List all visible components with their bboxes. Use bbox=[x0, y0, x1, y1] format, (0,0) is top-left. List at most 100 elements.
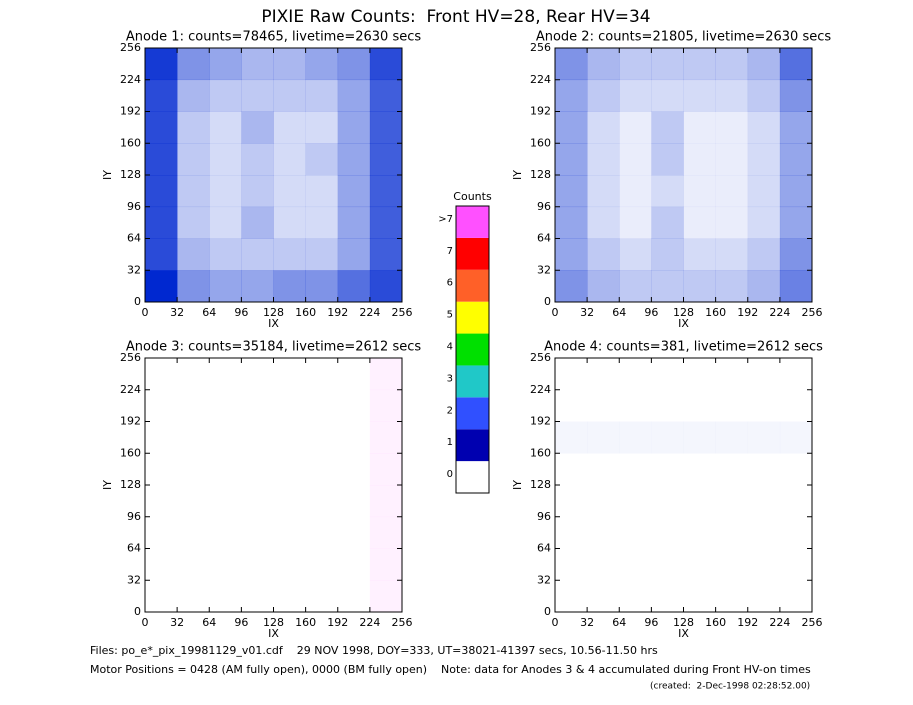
heat-cell bbox=[305, 143, 339, 176]
heat-cell bbox=[241, 549, 273, 581]
heat-cell bbox=[651, 485, 683, 517]
heat-cell bbox=[241, 422, 273, 454]
heat-cell bbox=[587, 79, 620, 112]
heat-cell bbox=[273, 48, 306, 81]
heat-cell bbox=[715, 206, 749, 239]
x-tick-label: 256 bbox=[802, 616, 823, 629]
heat-cell bbox=[369, 485, 403, 518]
colorbar-label: 2 bbox=[447, 405, 453, 416]
heat-cell bbox=[555, 358, 587, 390]
heat-cell bbox=[555, 485, 587, 517]
colorbar-label: 6 bbox=[447, 278, 453, 289]
heat-cell bbox=[748, 390, 780, 422]
x-axis-label: IX bbox=[268, 627, 279, 640]
y-tick-label: 256 bbox=[120, 41, 141, 54]
x-axis-label: IX bbox=[268, 317, 279, 330]
heat-cell bbox=[337, 79, 371, 112]
y-tick-label: 192 bbox=[530, 105, 551, 118]
heat-cell bbox=[369, 270, 403, 303]
heat-cell bbox=[779, 421, 813, 454]
heat-cell bbox=[209, 453, 241, 485]
x-tick-label: 0 bbox=[552, 306, 559, 319]
x-tick-label: 0 bbox=[142, 306, 149, 319]
x-tick-label: 128 bbox=[263, 616, 284, 629]
heat-cell bbox=[274, 517, 306, 549]
heat-cell bbox=[683, 175, 716, 208]
heat-cell bbox=[587, 111, 620, 144]
heat-cell bbox=[555, 143, 588, 176]
y-tick-label: 96 bbox=[537, 200, 551, 213]
y-tick-label: 96 bbox=[537, 510, 551, 523]
footer-line: (created: 2-Dec-1998 02:28:52.00) bbox=[650, 682, 810, 692]
heat-cell bbox=[587, 143, 620, 176]
heat-cell bbox=[145, 358, 177, 390]
heat-cell bbox=[587, 549, 619, 581]
heat-cell bbox=[651, 206, 684, 239]
heat-cell bbox=[369, 548, 403, 581]
colorbar-title: Counts bbox=[453, 190, 492, 203]
heat-cell bbox=[780, 390, 812, 422]
x-tick-label: 192 bbox=[327, 306, 348, 319]
x-tick-label: 128 bbox=[263, 306, 284, 319]
x-axis-label: IX bbox=[678, 627, 689, 640]
heat-cell bbox=[306, 390, 338, 422]
heat-cell bbox=[587, 206, 620, 239]
heat-cell bbox=[369, 79, 403, 112]
heat-cell bbox=[651, 549, 683, 581]
heat-cell bbox=[209, 517, 241, 549]
heat-cell bbox=[779, 238, 813, 271]
heat-cell bbox=[619, 485, 651, 517]
heat-cell bbox=[306, 549, 338, 581]
heat-cell bbox=[274, 580, 306, 612]
heat-cell bbox=[748, 549, 780, 581]
heat-cell bbox=[651, 79, 684, 112]
heat-cell bbox=[715, 143, 749, 176]
heat-cell bbox=[209, 580, 241, 612]
heat-cell bbox=[209, 48, 242, 81]
footer-line: Files: po_e*_pix_19981129_v01.cdf 29 NOV… bbox=[90, 644, 658, 657]
heat-cell bbox=[748, 580, 780, 612]
heat-cell bbox=[241, 485, 273, 517]
heat-cell bbox=[555, 206, 588, 239]
heat-cell bbox=[555, 79, 588, 112]
heat-cell bbox=[684, 580, 716, 612]
heat-cell bbox=[145, 390, 177, 422]
heat-cell bbox=[369, 48, 403, 81]
heat-cell bbox=[306, 358, 338, 390]
heat-cell bbox=[747, 79, 781, 112]
colorbar-box bbox=[456, 206, 489, 238]
heat-cell bbox=[619, 175, 652, 208]
heat-cell bbox=[306, 580, 338, 612]
heat-cell bbox=[587, 238, 620, 271]
heat-cell bbox=[747, 206, 781, 239]
panel-title: Anode 4: counts=381, livetime=2612 secs bbox=[544, 340, 823, 355]
heat-cell bbox=[274, 549, 306, 581]
heat-cell bbox=[369, 238, 403, 271]
heat-cell bbox=[338, 453, 370, 485]
heat-cell bbox=[305, 175, 339, 208]
heat-cell bbox=[715, 111, 749, 144]
y-axis-label: IY bbox=[101, 170, 114, 180]
heat-cell bbox=[619, 79, 652, 112]
heat-cell bbox=[337, 143, 371, 176]
heat-cell bbox=[274, 485, 306, 517]
heat-cell bbox=[177, 48, 210, 81]
heat-cell bbox=[338, 517, 370, 549]
x-tick-label: 192 bbox=[737, 616, 758, 629]
heat-cell bbox=[619, 580, 651, 612]
heat-cell bbox=[306, 422, 338, 454]
heat-cell bbox=[273, 270, 306, 303]
heat-cell bbox=[177, 175, 210, 208]
heat-cell bbox=[651, 48, 684, 81]
y-tick-label: 160 bbox=[120, 136, 141, 149]
heat-cell bbox=[747, 143, 781, 176]
heat-cell bbox=[177, 549, 209, 581]
heat-cell bbox=[619, 549, 651, 581]
heat-cell bbox=[273, 143, 306, 176]
heat-cell bbox=[145, 422, 177, 454]
heat-cell bbox=[619, 143, 652, 176]
heat-cell bbox=[555, 421, 588, 454]
heat-cell bbox=[555, 111, 588, 144]
heat-cell bbox=[555, 48, 588, 81]
x-tick-label: 0 bbox=[142, 616, 149, 629]
